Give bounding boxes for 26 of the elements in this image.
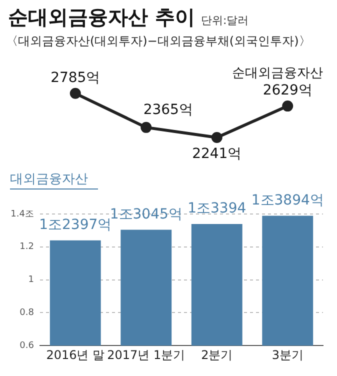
y-tick-label: 1 [28, 275, 34, 286]
data-label: 2241억 [192, 146, 242, 162]
text: 대외금융자산 [10, 172, 88, 187]
x-tick-label: 3분기 [272, 348, 304, 362]
data-label: 2785억 [50, 70, 100, 86]
data-label: 2365억 [143, 102, 193, 118]
x-tick-label: 2016년 말 [46, 348, 105, 362]
data-label: 2629억 [262, 82, 312, 99]
y-tick-label: 1.4조 [10, 209, 34, 220]
point [140, 122, 152, 133]
point [70, 88, 81, 99]
x-tick-label: 2017년 1분기 [107, 348, 186, 362]
y-tick-label: 0.6 [20, 340, 34, 351]
point [282, 100, 294, 112]
point [211, 132, 222, 143]
chart-subtitle: 〈대외금융자산(대외투자)−대외금융부채(외국인투자)〉 [5, 33, 312, 50]
chart-title: 순대외금융자산 추이 [8, 5, 195, 29]
data-label: 1조3045억 [110, 206, 182, 222]
data-label: 1조2397억 [39, 217, 112, 234]
x-tick-label: 2분기 [201, 348, 233, 362]
text: 순대외금융자산 [232, 66, 323, 81]
y-tick-label: 0.8 [20, 308, 34, 318]
data-label: 1조3394 [188, 200, 246, 217]
text: 단위:달러 [200, 14, 249, 27]
data-label: 1조3894억 [251, 192, 324, 208]
y-tick-label: 1.2 [20, 242, 34, 252]
